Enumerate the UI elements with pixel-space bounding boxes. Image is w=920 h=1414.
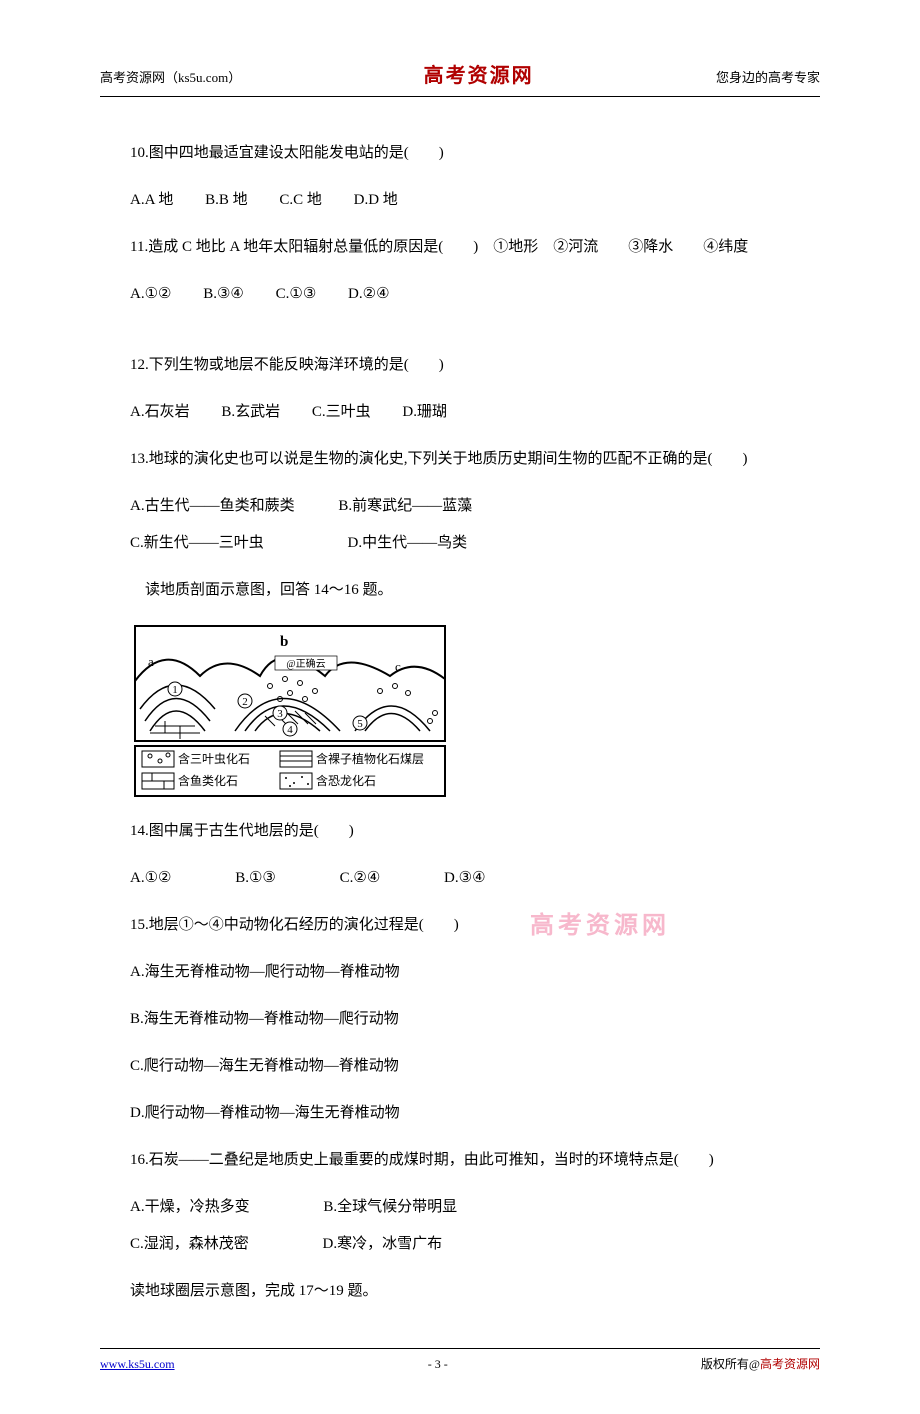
q14-opt-a: A.①② (130, 870, 171, 886)
svg-text:4: 4 (287, 724, 293, 736)
fig-label-c: c (395, 659, 401, 674)
question-14-stem: 14.图中属于古生代地层的是( ) (100, 815, 820, 848)
question-13-options-2: C.新生代——三叶虫 D.中生代——鸟类 (100, 527, 820, 560)
question-13-options: A.古生代——鱼类和蕨类 B.前寒武纪——蓝藻 (100, 490, 820, 523)
q11-opt-d: D.②④ (348, 286, 389, 302)
question-15-stem: 15.地层①～④中动物化石经历的演化过程是( ) (100, 909, 820, 942)
q10-opt-c: C.C 地 (279, 192, 322, 208)
question-12-stem: 12.下列生物或地层不能反映海洋环境的是( ) (100, 349, 820, 382)
page-footer: www.ks5u.com - 3 - 版权所有@高考资源网 (100, 1348, 820, 1374)
q10-opt-a: A.A 地 (130, 192, 173, 208)
footer-page-number: - 3 - (428, 1355, 448, 1374)
q15-opt-b: B.海生无脊椎动物—脊椎动物—爬行动物 (100, 1003, 820, 1036)
q13-opt-a: A.古生代——鱼类和蕨类 (130, 498, 295, 514)
q12-opt-c: C.三叶虫 (312, 404, 371, 420)
header-center-brand: 高考资源网 (424, 60, 534, 92)
svg-text:5: 5 (357, 718, 363, 730)
question-11-stem: 11.造成 C 地比 A 地年太阳辐射总量低的原因是( ) ①地形 ②河流 ③降… (100, 231, 820, 264)
footer-url[interactable]: www.ks5u.com (100, 1355, 175, 1374)
legend-1: 含三叶虫化石 (178, 751, 250, 766)
figure-intro-14-16: 读地质剖面示意图，回答 14～16 题。 (100, 574, 820, 607)
question-16-options-2: C.湿润，森林茂密 D.寒冷，冰雪广布 (100, 1228, 820, 1261)
q11-opt-c: C.①③ (276, 286, 317, 302)
fig-label-a: a (148, 654, 154, 669)
footer-right-brand: 高考资源网 (760, 1357, 820, 1371)
q10-opt-d: D.D 地 (354, 192, 398, 208)
fig-watermark: @正确云 (286, 657, 325, 670)
q12-opt-b: B.玄武岩 (221, 404, 280, 420)
question-16-stem: 16.石炭——二叠纪是地质史上最重要的成煤时期，由此可推知，当时的环境特点是( … (100, 1144, 820, 1177)
q12-opt-a: A.石灰岩 (130, 404, 190, 420)
footer-right-plain: 版权所有@ (701, 1357, 760, 1371)
q15-opt-c: C.爬行动物—海生无脊椎动物—脊椎动物 (100, 1050, 820, 1083)
legend-3: 含鱼类化石 (178, 773, 238, 788)
q14-opt-d: D.③④ (444, 870, 485, 886)
q13-opt-d: D.中生代——鸟类 (348, 535, 468, 551)
q14-opt-c: C.②④ (340, 870, 381, 886)
q12-opt-d: D.珊瑚 (402, 404, 447, 420)
legend-2: 含裸子植物化石煤层 (316, 751, 424, 766)
q16-opt-c: C.湿润，森林茂密 (130, 1236, 249, 1252)
figure-intro-17-19: 读地球圈层示意图，完成 17～19 题。 (100, 1275, 820, 1308)
question-16-options: A.干燥，冷热多变 B.全球气候分带明显 (100, 1191, 820, 1224)
question-14-options: A.①② B.①③ C.②④ D.③④ (100, 862, 820, 895)
q16-opt-a: A.干燥，冷热多变 (130, 1199, 250, 1215)
q15-opt-a: A.海生无脊椎动物—爬行动物—脊椎动物 (100, 956, 820, 989)
q16-opt-d: D.寒冷，冰雪广布 (323, 1236, 443, 1252)
q11-opt-b: B.③④ (203, 286, 244, 302)
q16-opt-b: B.全球气候分带明显 (323, 1199, 457, 1215)
question-13-stem: 13.地球的演化史也可以说是生物的演化史,下列关于地质历史期间生物的匹配不正确的… (100, 443, 820, 476)
q13-opt-c: C.新生代——三叶虫 (130, 535, 264, 551)
question-11-options: A.①② B.③④ C.①③ D.②④ (100, 278, 820, 311)
footer-copyright: 版权所有@高考资源网 (701, 1355, 820, 1374)
q13-opt-b: B.前寒武纪——蓝藻 (338, 498, 472, 514)
q15-opt-d: D.爬行动物—脊椎动物—海生无脊椎动物 (100, 1097, 820, 1130)
question-10-stem: 10.图中四地最适宜建设太阳能发电站的是( ) (100, 137, 820, 170)
svg-text:3: 3 (277, 708, 283, 720)
legend-4: 含恐龙化石 (316, 773, 376, 788)
question-12-options: A.石灰岩 B.玄武岩 C.三叶虫 D.珊瑚 (100, 396, 820, 429)
header-left: 高考资源网（ks5u.com） (100, 68, 241, 89)
q11-opt-a: A.①② (130, 286, 171, 302)
svg-text:2: 2 (242, 696, 248, 708)
q10-opt-b: B.B 地 (205, 192, 248, 208)
geological-cross-section-figure: 1 2 3 4 5 a b c @正确云 含三叶虫化石 含裸子植物化石煤层 含鱼… (130, 621, 450, 801)
header-right: 您身边的高考专家 (716, 68, 820, 89)
svg-text:1: 1 (172, 684, 178, 696)
fig-label-b: b (280, 634, 288, 650)
question-10-options: A.A 地 B.B 地 C.C 地 D.D 地 (100, 184, 820, 217)
q14-opt-b: B.①③ (235, 870, 276, 886)
page-header: 高考资源网（ks5u.com） 高考资源网 您身边的高考专家 (100, 60, 820, 97)
